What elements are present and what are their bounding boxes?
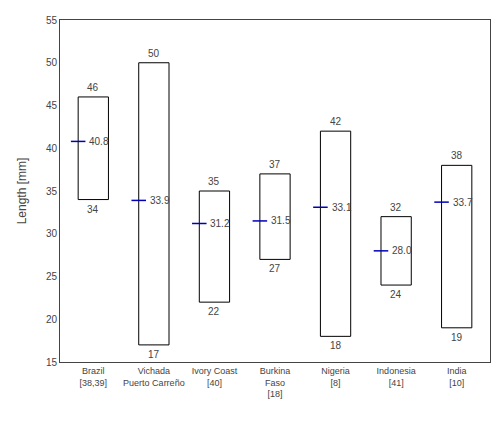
svg-text:34: 34 xyxy=(87,204,99,215)
svg-text:35: 35 xyxy=(46,186,58,197)
svg-text:India[10]: India[10] xyxy=(447,366,467,388)
svg-text:Indonesia[41]: Indonesia[41] xyxy=(377,366,416,388)
svg-text:46: 46 xyxy=(87,82,99,93)
svg-text:22: 22 xyxy=(208,306,220,317)
svg-text:40: 40 xyxy=(46,143,58,154)
svg-text:55: 55 xyxy=(46,15,58,26)
svg-text:40.8: 40.8 xyxy=(89,136,109,147)
svg-text:28.0: 28.0 xyxy=(392,245,412,256)
svg-text:Nigeria[8]: Nigeria[8] xyxy=(321,366,350,388)
svg-text:Brazil[38,39]: Brazil[38,39] xyxy=(80,366,108,388)
svg-text:50: 50 xyxy=(148,48,160,59)
svg-text:Length [mm]: Length [mm] xyxy=(15,158,29,225)
svg-text:37: 37 xyxy=(269,159,281,170)
svg-text:33.9: 33.9 xyxy=(150,195,170,206)
svg-text:31.2: 31.2 xyxy=(210,218,230,229)
svg-text:Ivory Coast[40]: Ivory Coast[40] xyxy=(192,366,238,388)
svg-text:33.7: 33.7 xyxy=(453,197,473,208)
svg-text:20: 20 xyxy=(46,314,58,325)
svg-text:33.1: 33.1 xyxy=(332,202,352,213)
svg-text:17: 17 xyxy=(148,349,160,360)
svg-text:19: 19 xyxy=(451,332,463,343)
svg-text:50: 50 xyxy=(46,57,58,68)
svg-text:24: 24 xyxy=(390,289,402,300)
svg-text:25: 25 xyxy=(46,271,58,282)
svg-text:BurkinaFaso[18]: BurkinaFaso[18] xyxy=(260,366,291,399)
svg-text:45: 45 xyxy=(46,100,58,111)
svg-text:30: 30 xyxy=(46,228,58,239)
svg-text:31.5: 31.5 xyxy=(271,215,291,226)
svg-text:27: 27 xyxy=(269,263,281,274)
svg-text:38: 38 xyxy=(451,150,463,161)
svg-text:VichadaPuerto Carreño: VichadaPuerto Carreño xyxy=(123,366,185,388)
svg-text:32: 32 xyxy=(390,202,402,213)
svg-text:15: 15 xyxy=(46,357,58,368)
svg-text:18: 18 xyxy=(330,340,342,351)
svg-text:35: 35 xyxy=(208,176,220,187)
svg-text:42: 42 xyxy=(330,116,342,127)
